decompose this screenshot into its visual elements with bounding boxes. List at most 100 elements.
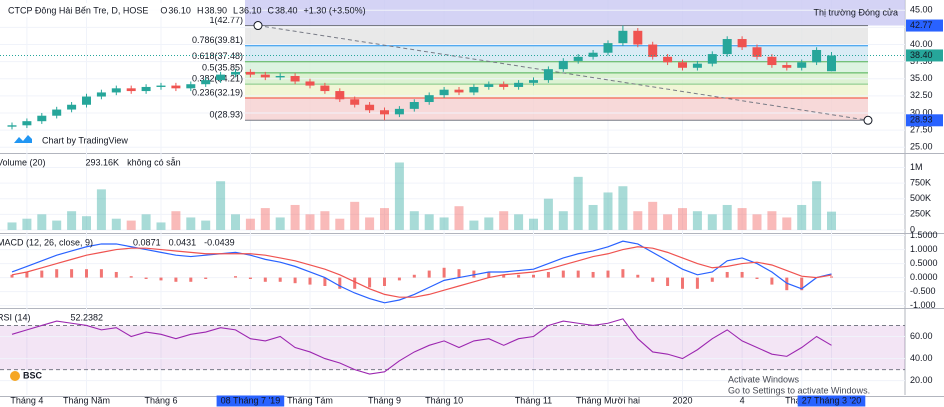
candle-body (752, 47, 762, 57)
x-tick-label: Tháng Năm (63, 395, 110, 405)
macd-histogram (666, 277, 670, 286)
volume-bar (648, 201, 658, 230)
volume-bar (22, 218, 32, 230)
y-tick-label: 500K (910, 193, 931, 203)
candle-body (663, 56, 673, 63)
y-tick-label: 27.50 (910, 124, 933, 134)
y-tick-label: 45.00 (910, 5, 933, 15)
macd-histogram (234, 276, 237, 278)
macd-histogram (174, 277, 178, 282)
macd-histogram (770, 277, 774, 285)
volume-bar (126, 220, 136, 230)
candle-body (394, 108, 404, 115)
tv-logo (14, 135, 32, 143)
macd-histogram (576, 270, 580, 278)
y-tick-label: 0.5000 (910, 258, 938, 268)
y-tick-label: 40.00 (910, 39, 933, 49)
legend-value: 52.2382 (71, 312, 104, 322)
y-tick-label: 35.00 (910, 73, 933, 83)
x-tick-label: 2020 (672, 395, 692, 405)
y-tick-label: 60.00 (910, 331, 933, 341)
macd-histogram (144, 277, 148, 279)
y-tick-label: 0 (910, 224, 915, 234)
volume-bar (633, 211, 643, 230)
candle-body (573, 56, 583, 61)
volume-bar (469, 220, 479, 230)
macd-histogram (740, 271, 744, 278)
macd-histogram (189, 277, 193, 282)
volume-bar (663, 214, 673, 230)
macd-histogram (532, 274, 535, 278)
candle-body (737, 39, 747, 48)
y-tick-label: 1M (910, 162, 923, 172)
volume-bar (737, 208, 747, 230)
volume-bar (365, 217, 375, 230)
candle-body (529, 80, 538, 83)
macd-histogram (725, 271, 729, 278)
macd-histogram (70, 269, 74, 278)
macd-histogram (427, 270, 431, 278)
fib-label: 0.5(35.85) (202, 62, 243, 72)
candle-body (827, 55, 836, 72)
x-tick-label: Tháng Tám (287, 395, 333, 405)
macd-histogram (695, 277, 699, 289)
fib-zone (245, 97, 868, 121)
macd-histogram (159, 277, 163, 281)
volume-bar (320, 211, 330, 230)
market-status: Thị trường Đóng cửa (814, 7, 899, 17)
volume-bar (767, 211, 777, 230)
volume-bar (782, 217, 792, 230)
macd-histogram (472, 270, 476, 278)
volume-bar (335, 218, 345, 230)
candle-body (365, 104, 375, 111)
macd-histogram (10, 274, 14, 278)
macd-histogram (397, 277, 401, 281)
candle-body (171, 85, 181, 89)
rsi-band (0, 325, 905, 370)
macd-histogram (338, 277, 342, 289)
macd-histogram (323, 277, 327, 286)
volume-bar (245, 218, 255, 230)
macd-histogram (517, 274, 521, 278)
macd-histogram (755, 277, 759, 279)
volume-bar (305, 214, 315, 230)
pane-title: MACD (12, 26, close, 9) (0, 237, 93, 247)
macd-histogram (606, 270, 610, 278)
header-bg (0, 3, 245, 17)
macd-histogram (204, 277, 208, 279)
fib-tag-label: 42.77 (910, 20, 933, 30)
candle-body (424, 95, 434, 103)
crosshair-date (216, 395, 285, 407)
candle-body (722, 39, 732, 55)
volume-bar (394, 162, 404, 230)
macd-histogram (546, 271, 550, 278)
macd-histogram (293, 277, 297, 284)
candle-body (409, 102, 419, 109)
fib-tag (906, 19, 943, 32)
volume-bar (111, 218, 121, 230)
candle-body (380, 110, 389, 115)
ohlc-value: 38.40 (275, 5, 298, 15)
rsi-line (11, 318, 832, 375)
x-tick-label: 4 (740, 395, 745, 405)
candle-body (141, 86, 151, 92)
fib-tag-label: 28.93 (910, 115, 933, 125)
x-tick-label: Tháng Mười hai (576, 395, 640, 405)
candle-body (67, 104, 77, 110)
candle-body (37, 115, 47, 122)
last-price-tag (906, 49, 943, 62)
ohlc-key: C (268, 5, 275, 15)
volume-bar (797, 204, 807, 230)
candle-body (320, 85, 330, 92)
y-tick-label: 20.00 (910, 375, 933, 385)
volume-bar (52, 220, 62, 230)
y-tick-label: 1.5000 (910, 230, 938, 240)
fib-label: 0.236(32.19) (192, 87, 243, 97)
macd-histogram (636, 274, 640, 278)
macd-histogram (353, 277, 357, 289)
macd-histogram (40, 270, 44, 278)
macd-histogram (785, 277, 789, 291)
volume-bar (409, 211, 419, 230)
